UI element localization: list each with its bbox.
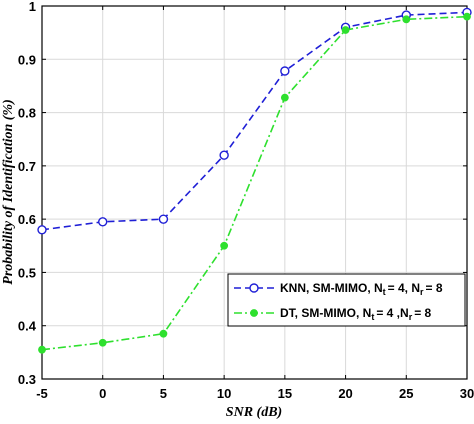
x-tick-label: 5 <box>160 386 167 401</box>
legend-label-part: DT, SM-MIMO, N <box>280 306 371 320</box>
legend: KNN, SM-MIMO, Nt = 4, Nr = 8DT, SM-MIMO, N… <box>227 273 466 327</box>
data-point <box>158 214 169 224</box>
legend-label: KNN, SM-MIMO, Nt = 4, Nr = 8 <box>280 281 443 297</box>
plot-frame <box>41 5 468 380</box>
series-line <box>41 11 468 231</box>
data-point <box>402 15 411 24</box>
y-tick-label: 1 <box>29 0 36 14</box>
legend-label: DT, SM-MIMO, Nt = 4 ,Nr = 8 <box>280 306 432 322</box>
y-tick-labels: 0.3 0.4 0.5 0.6 0.7 0.8 0.9 1 <box>18 0 37 387</box>
data-series <box>37 7 472 354</box>
legend-label-part: = 4 ,N <box>376 306 408 320</box>
x-tick-label: 30 <box>460 386 474 401</box>
y-axis-label: Probability of Identification (%) <box>1 99 16 284</box>
y-tick-label: 0.5 <box>18 265 36 280</box>
x-tick-label: -5 <box>36 386 48 401</box>
data-point <box>220 241 229 250</box>
y-tick-label: 0.9 <box>18 52 36 67</box>
y-tick-label: 0.3 <box>18 372 36 387</box>
y-tick-label: 0.8 <box>18 106 36 121</box>
data-point <box>98 217 108 227</box>
legend-label-part: = 8 <box>426 281 443 295</box>
data-point <box>463 12 471 21</box>
x-tick-label: 20 <box>338 386 352 401</box>
legend-label-part: = 4, N <box>388 281 420 295</box>
legend-label-part: t <box>383 287 386 297</box>
data-point <box>341 26 350 34</box>
series-dt <box>38 12 471 354</box>
legend-label-part: r <box>420 287 424 297</box>
y-tick-label: 0.6 <box>18 212 36 227</box>
x-axis-label: SNR (dB) <box>226 405 282 420</box>
data-point <box>98 338 107 347</box>
data-point <box>280 93 289 102</box>
data-point <box>280 66 290 76</box>
y-tick-label: 0.4 <box>18 319 37 334</box>
data-point <box>38 345 46 354</box>
y-tick-label: 0.7 <box>18 159 36 174</box>
legend-label-part: t <box>371 312 374 322</box>
data-point <box>219 150 229 160</box>
data-point <box>159 329 168 338</box>
x-tick-label: 10 <box>217 386 231 401</box>
legend-marker <box>249 283 259 293</box>
data-point <box>37 225 47 235</box>
x-tick-label: 15 <box>278 386 292 401</box>
x-tick-label: 0 <box>99 386 106 401</box>
legend-label-part: r <box>409 312 413 322</box>
legend-label-part: KNN, SM-MIMO, N <box>280 281 383 295</box>
legend-marker <box>250 309 258 317</box>
x-tick-label: 25 <box>399 386 413 401</box>
legend-entry: DT, SM-MIMO, Nt = 4 ,Nr = 8 <box>234 306 432 322</box>
legend-label-part: = 8 <box>414 306 431 320</box>
x-tick-labels: -5 0 5 10 15 20 25 30 <box>36 386 474 401</box>
legend-box <box>227 273 466 327</box>
legend-entry: KNN, SM-MIMO, Nt = 4, Nr = 8 <box>234 281 443 297</box>
series-line <box>41 15 468 351</box>
